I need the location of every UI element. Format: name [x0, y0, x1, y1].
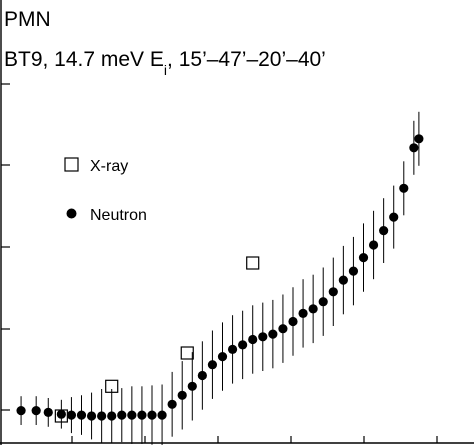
legend-neutron-label: Neutron — [90, 207, 147, 224]
neutron-point — [187, 381, 197, 391]
neutron-point — [217, 352, 228, 362]
neutron-point — [379, 226, 389, 236]
neutron-point — [167, 399, 177, 409]
subtitle-main: BT9, 14.7 meV E — [4, 48, 164, 71]
xray-point — [246, 256, 260, 270]
neutron-point — [368, 240, 379, 250]
error-bars — [20, 111, 420, 445]
neutron-point — [318, 297, 328, 307]
neutron-point — [157, 410, 167, 420]
neutron-point — [137, 410, 147, 420]
neutron-point — [97, 411, 107, 421]
neutron-point — [328, 287, 338, 297]
neutron-point — [66, 410, 77, 420]
legend-xray-marker — [64, 157, 79, 172]
neutron-point — [31, 406, 41, 416]
chart-title: PMN — [4, 8, 51, 31]
neutron-point — [127, 410, 137, 420]
neutron-point — [117, 410, 127, 420]
neutron-point — [278, 324, 288, 334]
neutron-point — [86, 411, 97, 421]
neutron-point — [414, 134, 424, 144]
neutron-point — [43, 407, 53, 417]
neutron-point — [288, 316, 298, 327]
neutron-point — [268, 329, 278, 339]
neutron-point — [227, 344, 238, 354]
neutron-point — [197, 370, 207, 381]
legend-xray-label: X-ray — [90, 158, 128, 175]
xray-point — [180, 346, 194, 360]
neutron-point — [76, 410, 87, 420]
neutron-point — [409, 143, 419, 153]
neutron-point — [56, 409, 66, 419]
neutron-point — [147, 410, 157, 420]
legend-neutron-marker — [66, 208, 77, 219]
legend: X-ray Neutron — [64, 157, 147, 224]
subtitle-subscript: i — [164, 62, 167, 78]
neutron-point — [308, 304, 318, 314]
neutron-point — [338, 275, 348, 285]
chart-subtitle: BT9, 14.7 meV Ei, 15’–47’–20’–40’ — [4, 48, 326, 78]
neutron-point — [258, 332, 268, 342]
neutron-point — [389, 212, 399, 222]
xray-point — [54, 409, 68, 423]
xray-point — [105, 379, 119, 393]
neutron-point — [107, 411, 117, 421]
neutron-point — [207, 360, 218, 370]
subtitle-tail: , 15’–47’–20’–40’ — [167, 48, 326, 71]
neutron-point — [248, 334, 258, 345]
neutron-point — [238, 340, 248, 350]
neutron-point — [177, 390, 187, 400]
neutron-point — [348, 266, 359, 276]
neutron-point — [358, 253, 369, 263]
neutron-point — [399, 183, 409, 193]
neutron-point — [16, 406, 26, 416]
data-markers — [16, 134, 424, 423]
neutron-point — [298, 308, 308, 318]
